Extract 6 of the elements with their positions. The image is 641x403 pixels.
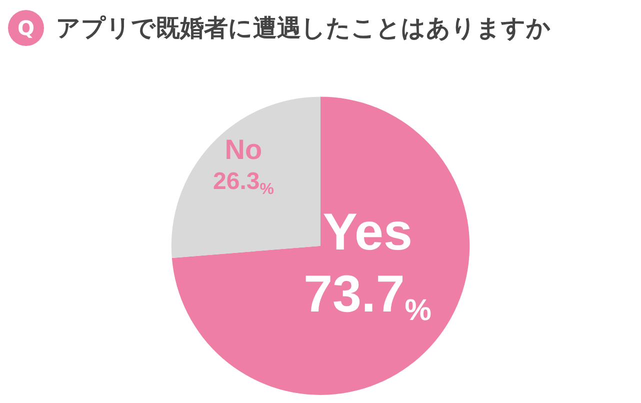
q-badge-icon: Q — [8, 10, 44, 46]
data-label: 73.7% — [304, 265, 432, 327]
slice-label: No — [224, 134, 262, 165]
chart-title: アプリで既婚者に遭遇したことはありますか — [56, 13, 551, 44]
data-label: 26.3% — [212, 168, 274, 198]
slice-label: Yes — [322, 203, 412, 262]
